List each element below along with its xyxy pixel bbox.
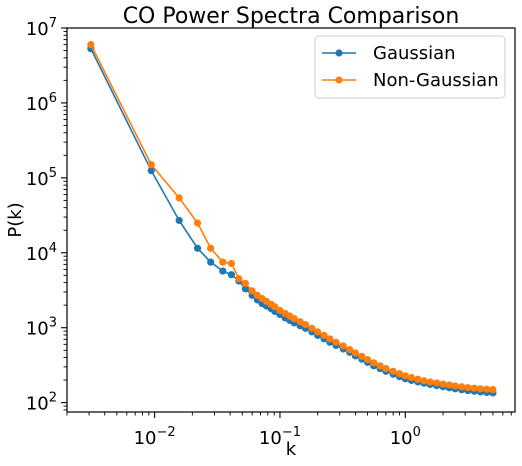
- data-point-non-gaussian: [489, 386, 497, 394]
- x-tick-label: 10−1: [259, 425, 301, 449]
- data-point-non-gaussian: [351, 349, 360, 357]
- data-point-non-gaussian: [314, 328, 322, 336]
- legend-swatch-marker: [335, 49, 343, 57]
- y-axis-ticks: 102 103 104 105 106 107: [26, 16, 67, 415]
- x-tick-label: 100: [390, 425, 421, 449]
- data-point-non-gaussian: [308, 324, 316, 332]
- data-point-non-gaussian: [227, 259, 236, 268]
- data-point-non-gaussian: [219, 258, 227, 266]
- plot-frame: [66, 27, 516, 413]
- y-tick-label: 103: [26, 316, 57, 340]
- data-point-non-gaussian: [207, 244, 215, 252]
- data-point-non-gaussian: [271, 303, 279, 311]
- data-point-non-gaussian: [175, 194, 183, 202]
- x-axis-title: k: [286, 439, 297, 460]
- plot-series-group: [87, 41, 497, 397]
- x-axis-ticks: 10−2 10−1 100: [66, 412, 512, 449]
- data-point-non-gaussian: [395, 370, 404, 378]
- data-point-non-gaussian: [445, 381, 453, 389]
- y-tick-label: 102: [26, 391, 57, 415]
- data-point-non-gaussian: [483, 385, 491, 393]
- data-point-non-gaussian: [476, 385, 485, 393]
- data-point-gaussian: [147, 166, 155, 175]
- data-point-non-gaussian: [470, 384, 478, 392]
- data-point-non-gaussian: [389, 367, 397, 375]
- y-tick-label: 104: [26, 241, 57, 265]
- series-line-gaussian: [90, 48, 493, 394]
- data-point-non-gaussian: [248, 287, 256, 295]
- data-point-non-gaussian: [426, 378, 434, 386]
- data-point-non-gaussian: [376, 362, 384, 370]
- data-point-non-gaussian: [439, 380, 447, 388]
- y-tick-label: 107: [26, 16, 57, 40]
- data-point-non-gaussian: [414, 375, 422, 383]
- data-point-non-gaussian: [370, 359, 378, 367]
- data-point-non-gaussian: [235, 275, 243, 283]
- data-point-non-gaussian: [433, 379, 441, 387]
- data-point-non-gaussian: [326, 335, 334, 343]
- legend-swatch-marker: [335, 76, 343, 84]
- data-point-non-gaussian: [296, 318, 304, 326]
- data-point-non-gaussian: [87, 41, 95, 49]
- x-tick-label: 10−2: [134, 425, 176, 449]
- y-tick-label: 105: [26, 166, 57, 190]
- data-point-gaussian: [207, 258, 215, 266]
- y-tick-label: 106: [26, 91, 57, 115]
- data-point-non-gaussian: [346, 346, 354, 354]
- data-point-non-gaussian: [301, 321, 310, 329]
- data-point-non-gaussian: [363, 356, 372, 364]
- data-point-non-gaussian: [290, 315, 298, 323]
- data-point-non-gaussian: [451, 382, 459, 390]
- data-point-non-gaussian: [420, 377, 428, 385]
- data-point-non-gaussian: [407, 373, 416, 382]
- data-point-non-gaussian: [193, 219, 202, 227]
- data-point-non-gaussian: [382, 364, 390, 373]
- legend-label: Non-Gaussian: [373, 70, 499, 91]
- data-point-gaussian: [193, 244, 202, 252]
- data-point-gaussian: [227, 271, 236, 279]
- data-point-non-gaussian: [147, 161, 155, 169]
- data-point-non-gaussian: [464, 383, 472, 392]
- y-axis-title: P(k): [5, 202, 26, 237]
- data-point-non-gaussian: [332, 338, 340, 346]
- legend-box: [314, 35, 506, 99]
- data-point-non-gaussian: [358, 352, 366, 360]
- data-point-non-gaussian: [339, 342, 347, 350]
- data-point-non-gaussian: [458, 383, 466, 391]
- data-point-non-gaussian: [241, 279, 250, 288]
- legend-label: Gaussian: [373, 43, 456, 64]
- data-point-gaussian: [241, 285, 250, 293]
- data-point-gaussian: [175, 216, 183, 225]
- legend: Gaussian Non-Gaussian: [314, 35, 506, 99]
- data-point-gaussian: [219, 267, 227, 275]
- data-point-non-gaussian: [320, 331, 328, 339]
- chart-title: CO Power Spectra Comparison: [123, 4, 460, 29]
- data-point-non-gaussian: [401, 372, 409, 380]
